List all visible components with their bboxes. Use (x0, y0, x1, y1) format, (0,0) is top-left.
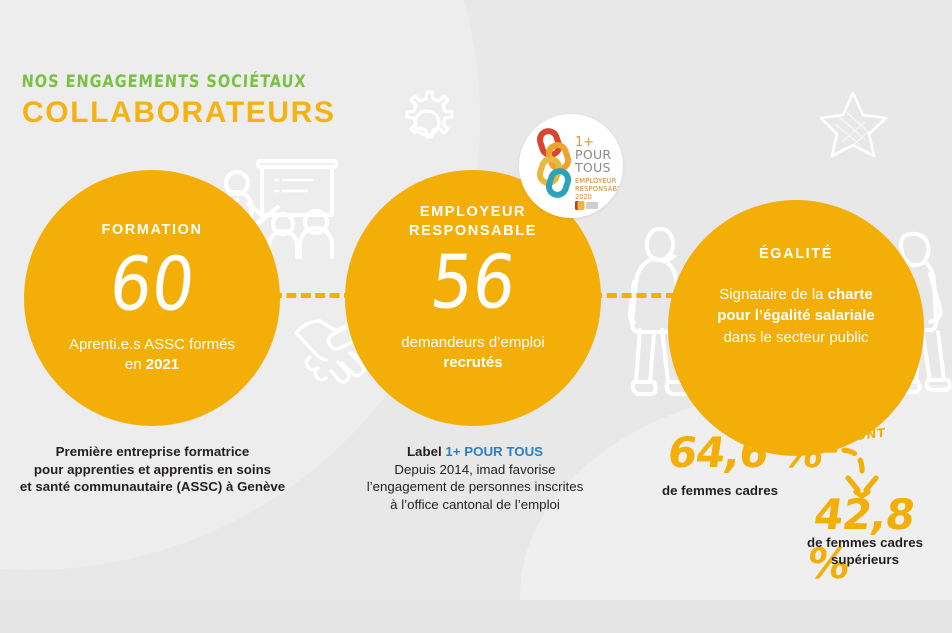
connector-dashed-1 (272, 293, 354, 298)
page-title: COLLABORATEURS (22, 96, 336, 129)
circle-label-formation: FORMATION (101, 222, 203, 238)
badge-chain-logo-icon (519, 114, 623, 218)
circle-caption-egalite-line1-bold: charte (827, 286, 873, 303)
badge-line-responsable: RESPONSABLE (575, 185, 623, 193)
caption-employeur-line4: à l’office cantonal de l’emploi (390, 497, 560, 513)
badge-line-year: 2020 (575, 193, 592, 201)
circle-caption-formation-line2-prefix: en (124, 355, 146, 373)
stat-caption-femmes-cadres-superieurs: de femmes cadres supérieurs (785, 534, 945, 569)
page-kicker: NOS ENGAGEMENTS SOCIÉTAUX (21, 73, 307, 92)
circle-caption-employeur-line1: demandeurs d’emploi (401, 333, 545, 351)
circle-caption-egalite-line1-normal: Signataire de la (719, 286, 828, 303)
caption-formation-line1: Première entreprise formatrice (55, 444, 250, 459)
caption-employeur: Label 1+ POUR TOUS Depuis 2014, imad fav… (330, 443, 620, 514)
caption-employeur-brand: 1+ POUR TOUS (445, 444, 544, 459)
stat-caption-superieurs-line1: de femmes cadres (806, 535, 924, 550)
label-badge-1plus-pour-tous[interactable]: 1+ POUR TOUS EMPLOYEUR RESPONSABLE 2020 (519, 114, 623, 218)
stat-circle-formation: FORMATION 60 Aprenti.e.s ASSC formés en … (24, 170, 280, 426)
circle-caption-egalite-line1: Signataire de la charte (717, 284, 875, 305)
circle-caption-egalite-line2-bold: pour l’égalité salariale (717, 307, 875, 325)
circle-caption-formation-line1: Aprenti.e.s ASSC formés (69, 335, 235, 353)
badge-line-tous: TOUS (575, 160, 611, 175)
connector-dashed-2 (592, 293, 676, 298)
caption-formation-line3: et santé communautaire (ASSC) à Genève (19, 479, 286, 495)
stat-caption-femmes-cadres: de femmes cadres (661, 483, 779, 498)
badge-line-employeur: EMPLOYEUR (575, 177, 617, 185)
caption-employeur-line1: Label 1+ POUR TOUS (330, 443, 620, 461)
caption-formation: Première entreprise formatrice pour appr… (0, 443, 305, 496)
stat-circle-egalite: ÉGALITÉ Signataire de la charte pour l’é… (668, 200, 924, 456)
circle-label-egalite: ÉGALITÉ (758, 246, 834, 262)
stat-caption-superieurs-line2: supérieurs (831, 552, 899, 568)
caption-formation-line2: pour apprenties et apprentis en soins (33, 461, 272, 477)
stat-value-femmes-cadres: 64,6 % (664, 428, 826, 477)
caption-employeur-line3: l’engagement de personnes inscrites (366, 479, 584, 495)
circle-number-formation: 60 (105, 241, 199, 328)
circle-caption-employeur-line2: recrutés (401, 353, 544, 373)
circle-label-employeur-line2: RESPONSABLE (409, 222, 537, 239)
background-wash-footer (0, 600, 952, 633)
circle-caption-employeur-bold: recrutés (443, 354, 503, 372)
badge-line-1plus: 1+ (575, 135, 595, 150)
caption-employeur-line2: Depuis 2014, imad favorise (394, 461, 556, 477)
circle-caption-egalite-line2: pour l’égalité salariale (717, 305, 875, 326)
circle-caption-formation: Aprenti.e.s ASSC formés en 2021 (69, 335, 235, 376)
circle-caption-egalite: Signataire de la charte pour l’égalité s… (717, 284, 875, 348)
circle-caption-formation-line2: en 2021 (69, 355, 235, 375)
circle-caption-formation-year: 2021 (145, 355, 180, 373)
circle-label-employeur-line1: EMPLOYEUR (419, 204, 527, 220)
badge-line-pour: POUR (575, 147, 612, 162)
circle-number-employeur: 56 (426, 239, 520, 326)
circle-label-employeur: EMPLOYEUR RESPONSABLE (409, 203, 537, 240)
circle-caption-employeur: demandeurs d’emploi recrutés (401, 333, 544, 374)
caption-employeur-label-prefix: Label (406, 444, 446, 459)
circle-caption-egalite-line3: dans le secteur public (723, 328, 869, 346)
